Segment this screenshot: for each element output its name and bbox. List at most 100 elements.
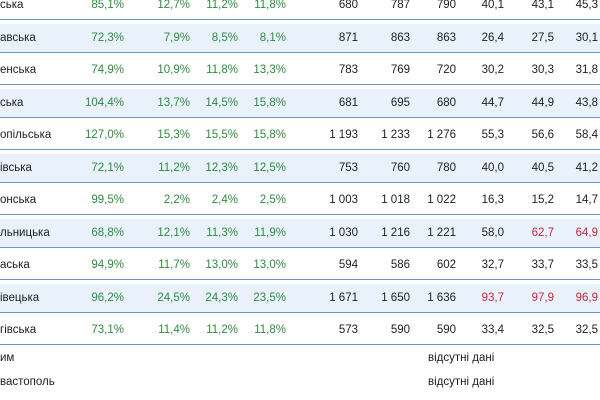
table-cell-c9: 27,5 bbox=[531, 31, 554, 44]
table-row: онська 99,5% 2,2% 2,4% 2,5% 1 003 1 018 1 022 16… bbox=[0, 186, 600, 215]
table-cell-c5: 753 bbox=[338, 161, 358, 174]
table-cell-c9: 44,9 bbox=[531, 96, 554, 109]
table-cell-c5: 871 bbox=[338, 31, 358, 44]
table-cell-c9: 32,5 bbox=[531, 324, 554, 336]
table-cell-c5: 680 bbox=[338, 0, 358, 11]
table-row: івецька 96,2% 24,5% 24,3% 23,5% 1 671 1 650 1 6… bbox=[0, 283, 600, 313]
footnote-row: им відсутні дані bbox=[0, 345, 600, 371]
region-name: авська bbox=[0, 31, 36, 44]
table-cell-c5: 783 bbox=[338, 64, 358, 76]
table-cell-c7: 720 bbox=[436, 64, 456, 76]
table-cell-c9: 30,3 bbox=[531, 64, 554, 76]
table-cell-c8: 58,0 bbox=[481, 226, 504, 239]
region-name: гівська bbox=[0, 324, 37, 336]
footnote-label: вастополь bbox=[0, 376, 55, 388]
table-cell-c6: 1 216 bbox=[381, 226, 410, 239]
region-name: ська bbox=[0, 96, 24, 109]
table-cell-c2: 11,4% bbox=[158, 324, 190, 336]
table-cell-c2: 2,2% bbox=[163, 194, 190, 206]
table-cell-c6: 1 650 bbox=[381, 291, 410, 304]
table-cell-c6: 1 233 bbox=[381, 129, 410, 141]
table-cell-c10: 43,8 bbox=[575, 96, 598, 109]
table-cell-c3: 11,2% bbox=[206, 324, 238, 336]
table-cell-c8: 93,7 bbox=[481, 291, 504, 304]
table-cell-c7: 780 bbox=[436, 161, 456, 174]
table-cell-c6: 590 bbox=[390, 324, 410, 336]
table-row: аська 94,9% 11,7% 13,0% 13,0% 594 586 602 32,7 33… bbox=[0, 251, 600, 280]
table-cell-c6: 1 018 bbox=[381, 194, 410, 206]
table-row: авська 72,3% 7,9% 8,5% 8,1% 871 863 863 26,4 27,5… bbox=[0, 23, 600, 53]
table-cell-c4: 15,8% bbox=[253, 129, 286, 141]
table-cell-c6: 769 bbox=[390, 64, 410, 76]
table-cell-c3: 11,2% bbox=[206, 0, 238, 11]
table-cell-c6: 863 bbox=[390, 31, 410, 44]
footnote-row: вастополь відсутні дані bbox=[0, 369, 600, 395]
footnote-value: відсутні дані bbox=[428, 376, 495, 388]
table-cell-c2: 10,9% bbox=[157, 64, 190, 76]
table-row: льницька 68,8% 12,1% 11,3% 11,9% 1 030 1 216 1 … bbox=[0, 218, 600, 248]
table-cell-c1: 96,2% bbox=[91, 291, 124, 304]
table-cell-c1: 127,0% bbox=[84, 129, 124, 141]
table-cell-c4: 11,8% bbox=[254, 0, 286, 11]
table-cell-c3: 11,3% bbox=[206, 226, 238, 239]
table-cell-c1: 104,4% bbox=[84, 96, 124, 109]
footnote-value: відсутні дані bbox=[428, 352, 495, 364]
table-cell-c4: 11,8% bbox=[254, 324, 286, 336]
table-cell-c8: 55,3 bbox=[481, 129, 504, 141]
table-cell-c10: 64,9 bbox=[575, 226, 598, 239]
table-cell-c7: 1 022 bbox=[427, 194, 456, 206]
table-cell-c7: 1 276 bbox=[427, 129, 456, 141]
table-cell-c2: 7,9% bbox=[163, 31, 190, 44]
region-name: льницька bbox=[0, 226, 50, 239]
table-cell-c7: 790 bbox=[436, 0, 456, 11]
table-cell-c10: 45,3 bbox=[575, 0, 598, 11]
table-cell-c1: 85,1% bbox=[91, 0, 124, 11]
table-cell-c9: 56,6 bbox=[531, 129, 554, 141]
table-cell-c3: 2,4% bbox=[211, 194, 238, 206]
table-cell-c10: 58,4 bbox=[575, 129, 598, 141]
table-cell-c4: 15,8% bbox=[253, 96, 286, 109]
region-name: івська bbox=[0, 161, 32, 174]
table-cell-c7: 602 bbox=[436, 259, 456, 271]
table-cell-c1: 74,9% bbox=[91, 64, 124, 76]
table-cell-c2: 12,1% bbox=[157, 226, 190, 239]
table-row: гівська 73,1% 11,4% 11,2% 11,8% 573 590 590 33,4… bbox=[0, 316, 600, 345]
table-cell-c3: 15,5% bbox=[205, 129, 238, 141]
region-name: онська bbox=[0, 194, 37, 206]
table-cell-c6: 760 bbox=[390, 161, 410, 174]
table-cell-c6: 787 bbox=[390, 0, 410, 11]
table-cell-c4: 13,3% bbox=[253, 64, 286, 76]
table-cell-c1: 94,9% bbox=[91, 259, 124, 271]
table-cell-c8: 32,7 bbox=[481, 259, 504, 271]
table-cell-c9: 43,1 bbox=[531, 0, 554, 11]
table-row: ська 104,4% 13,7% 14,5% 15,8% 681 695 680 44,7 44… bbox=[0, 88, 600, 118]
table-cell-c10: 41,2 bbox=[575, 161, 598, 174]
table-cell-c5: 573 bbox=[338, 324, 358, 336]
region-name: енська bbox=[0, 64, 37, 76]
table-cell-c7: 680 bbox=[436, 96, 456, 109]
table-cell-c10: 33,5 bbox=[575, 259, 598, 271]
table-cell-c3: 12,3% bbox=[205, 161, 238, 174]
table-cell-c8: 26,4 bbox=[481, 31, 504, 44]
table-cell-c2: 24,5% bbox=[157, 291, 190, 304]
table-cell-c7: 590 bbox=[436, 324, 456, 336]
table-cell-c3: 11,8% bbox=[206, 64, 238, 76]
table-row: івська 72,1% 11,2% 12,3% 12,5% 753 760 780 40,0 4… bbox=[0, 153, 600, 183]
table-cell-c3: 24,3% bbox=[205, 291, 238, 304]
table-cell-c1: 68,8% bbox=[91, 226, 124, 239]
table-cell-c4: 2,5% bbox=[259, 194, 286, 206]
table-cell-c9: 40,5 bbox=[531, 161, 554, 174]
region-name: опільська bbox=[0, 129, 52, 141]
table-cell-c9: 62,7 bbox=[531, 226, 554, 239]
table-cell-c2: 15,3% bbox=[157, 129, 190, 141]
table-cell-c9: 15,2 bbox=[531, 194, 554, 206]
table-cell-c7: 1 636 bbox=[427, 291, 456, 304]
table-cell-c10: 31,8 bbox=[575, 64, 598, 76]
table-cell-c6: 695 bbox=[390, 96, 410, 109]
table-row: опільська 127,0% 15,3% 15,5% 15,8% 1 193 1 233… bbox=[0, 121, 600, 150]
table-cell-c3: 8,5% bbox=[211, 31, 238, 44]
table-cell-c10: 30,1 bbox=[575, 31, 598, 44]
table-cell-c7: 1 221 bbox=[427, 226, 456, 239]
table-cell-c5: 1 193 bbox=[329, 129, 358, 141]
